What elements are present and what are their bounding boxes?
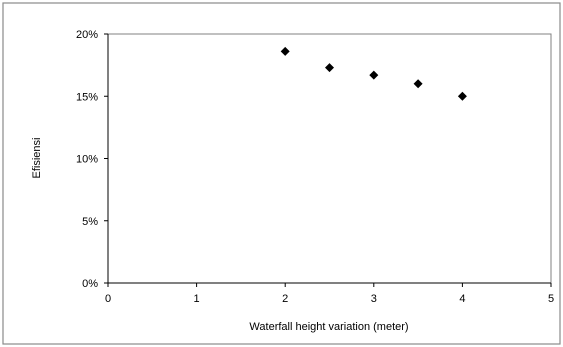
tick-labels: 0% 5% 10% 15% 20% 0 1 2 3 4 5 [76,29,554,305]
data-point [457,91,467,101]
plot-area [107,33,552,284]
data-point [325,63,334,73]
y-tick-label: 10% [76,154,98,166]
y-tick-label: 20% [76,29,98,41]
axes [104,33,552,287]
x-tick-label: 3 [371,293,377,305]
y-axis-title: Efisiensi [31,138,43,179]
data-point [280,46,290,56]
y-tick-label: 5% [82,216,98,228]
data-points [280,46,467,101]
y-tick-label: 0% [82,278,98,290]
x-tick-label: 4 [459,293,465,305]
x-tick-label: 0 [105,293,111,305]
data-point [413,79,423,89]
x-tick-label: 1 [194,293,200,305]
y-tick-label: 15% [76,91,98,103]
x-tick-label: 2 [282,293,288,305]
x-axis-title: Waterfall height variation (meter) [249,321,408,333]
x-tick-label: 5 [548,293,554,305]
data-point [369,70,379,80]
